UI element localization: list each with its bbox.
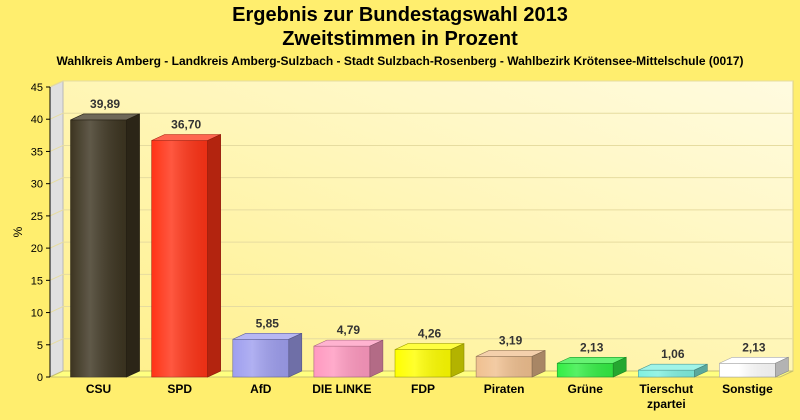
gridline xyxy=(49,338,793,346)
data-label: 4,26 xyxy=(418,327,442,341)
bar-side xyxy=(450,343,465,378)
gridline xyxy=(49,112,793,120)
x-tick-label-line: SPD xyxy=(167,382,192,396)
bar-gloss xyxy=(719,363,776,377)
y-axis-label: % xyxy=(11,226,25,237)
x-tick-label: Piraten xyxy=(484,382,525,396)
bar-die-linke xyxy=(313,339,384,378)
y-tick-label: 20 xyxy=(31,243,43,255)
bar-gloss xyxy=(151,140,208,377)
bar-piraten xyxy=(475,349,546,378)
bar-gloss xyxy=(638,370,695,377)
gridline xyxy=(49,273,793,281)
bar-side xyxy=(612,356,627,378)
x-tick-label-line: CSU xyxy=(86,382,111,396)
bar-side xyxy=(775,356,789,378)
x-tick-label: Grüne xyxy=(568,382,604,396)
data-label: 4,79 xyxy=(337,323,361,337)
data-label: 5,85 xyxy=(256,316,280,330)
x-tick-label: Sonstige xyxy=(722,382,773,396)
bar-gloss xyxy=(557,363,614,377)
y-tick-label: 35 xyxy=(31,146,43,158)
y-tick-label: 0 xyxy=(37,372,43,384)
x-tick-label-line: Tierschut xyxy=(639,382,693,396)
chart-title-line2: Zweitstimmen in Prozent xyxy=(282,28,518,50)
data-label: 3,19 xyxy=(499,333,523,347)
y-tick-label: 40 xyxy=(31,114,43,126)
gridline xyxy=(49,209,793,217)
chart-subtitle: Wahlkreis Amberg - Landkreis Amberg-Sulz… xyxy=(56,54,744,68)
x-tick-label-line: Sonstige xyxy=(722,382,773,396)
gridline xyxy=(49,80,793,88)
gridline xyxy=(49,144,793,152)
bar-csu xyxy=(70,113,140,378)
x-tick-label-line: Grüne xyxy=(568,382,604,396)
y-tick-label: 5 xyxy=(37,340,43,352)
x-tick-label-line: zpartei xyxy=(647,397,686,411)
bar-afd xyxy=(232,332,303,378)
bar-side xyxy=(531,349,546,378)
gridline xyxy=(49,241,793,249)
data-label: 2,13 xyxy=(742,340,766,354)
data-label: 1,06 xyxy=(661,347,685,361)
bar-tierschutzpartei xyxy=(638,363,708,378)
x-tick-label: SPD xyxy=(167,382,192,396)
x-tick-label: DIE LINKE xyxy=(312,382,371,396)
y-tick-label: 45 xyxy=(31,82,43,94)
bar-side xyxy=(694,363,708,378)
data-label: 36,70 xyxy=(171,117,201,131)
x-tick-label: AfD xyxy=(250,382,272,396)
data-label: 2,13 xyxy=(580,340,604,354)
x-tick-label: CSU xyxy=(86,382,111,396)
bar-gloss xyxy=(476,356,533,377)
chart-title: Ergebnis zur Bundestagswahl 2013 xyxy=(232,4,568,26)
bar-gloss xyxy=(70,119,127,377)
x-tick-label-line: Piraten xyxy=(484,382,525,396)
y-tick-label: 30 xyxy=(31,179,43,191)
x-tick-label: Tierschut zpartei xyxy=(639,382,693,411)
y-tick-label: 10 xyxy=(31,308,43,320)
bar-side xyxy=(288,332,303,378)
y-tick-label: 15 xyxy=(31,275,43,287)
bar-side xyxy=(207,134,221,378)
bar-grüne xyxy=(556,356,627,378)
bar-sonstige xyxy=(719,356,789,378)
gridline xyxy=(49,177,793,185)
x-tick-label-line: DIE LINKE xyxy=(312,382,371,396)
bar-side xyxy=(369,339,384,378)
data-label: 39,89 xyxy=(90,97,120,111)
bar-side xyxy=(126,113,140,378)
x-tick-label-line: FDP xyxy=(411,382,435,396)
left-wall xyxy=(49,80,64,378)
x-tick-label: FDP xyxy=(411,382,435,396)
bar-fdp xyxy=(394,343,465,378)
bar-spd xyxy=(151,134,221,378)
gridline xyxy=(49,306,793,314)
y-tick-label: 25 xyxy=(31,211,43,223)
x-tick-label-line: AfD xyxy=(250,382,272,396)
bar-gloss xyxy=(232,339,289,377)
bar-gloss xyxy=(395,349,451,377)
bar-gloss xyxy=(313,346,370,377)
